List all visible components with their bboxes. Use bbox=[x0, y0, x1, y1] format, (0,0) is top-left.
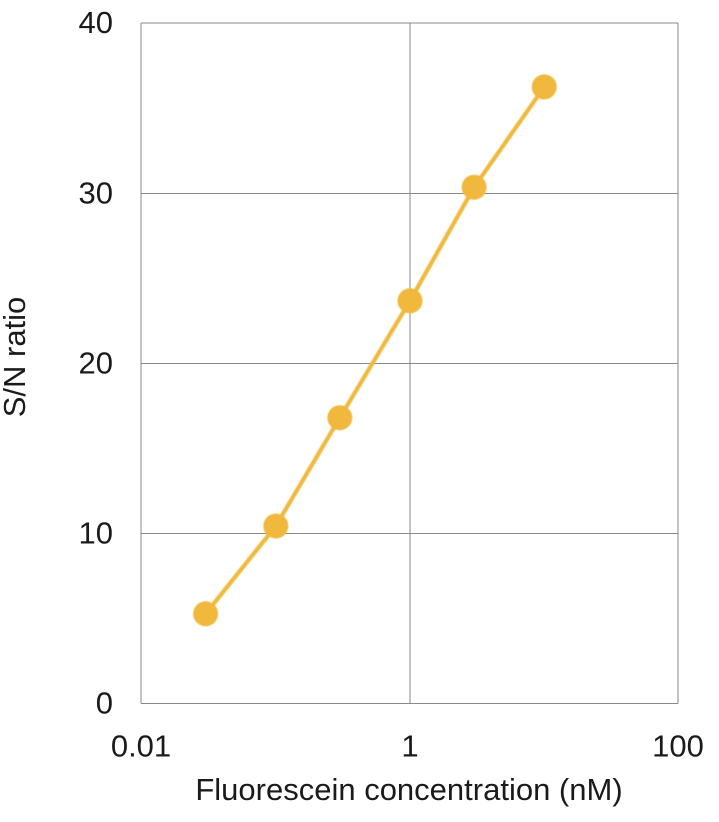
svg-text:0.01: 0.01 bbox=[111, 729, 171, 764]
svg-text:10: 10 bbox=[79, 516, 113, 551]
svg-text:30: 30 bbox=[79, 176, 113, 211]
svg-text:Fluorescein concentration (nM): Fluorescein concentration (nM) bbox=[195, 772, 622, 807]
svg-text:0: 0 bbox=[96, 686, 113, 721]
svg-text:S/N ratio: S/N ratio bbox=[0, 297, 32, 418]
svg-text:100: 100 bbox=[652, 729, 704, 764]
svg-text:40: 40 bbox=[79, 5, 113, 40]
svg-text:20: 20 bbox=[79, 346, 113, 381]
svg-text:1: 1 bbox=[401, 729, 418, 764]
